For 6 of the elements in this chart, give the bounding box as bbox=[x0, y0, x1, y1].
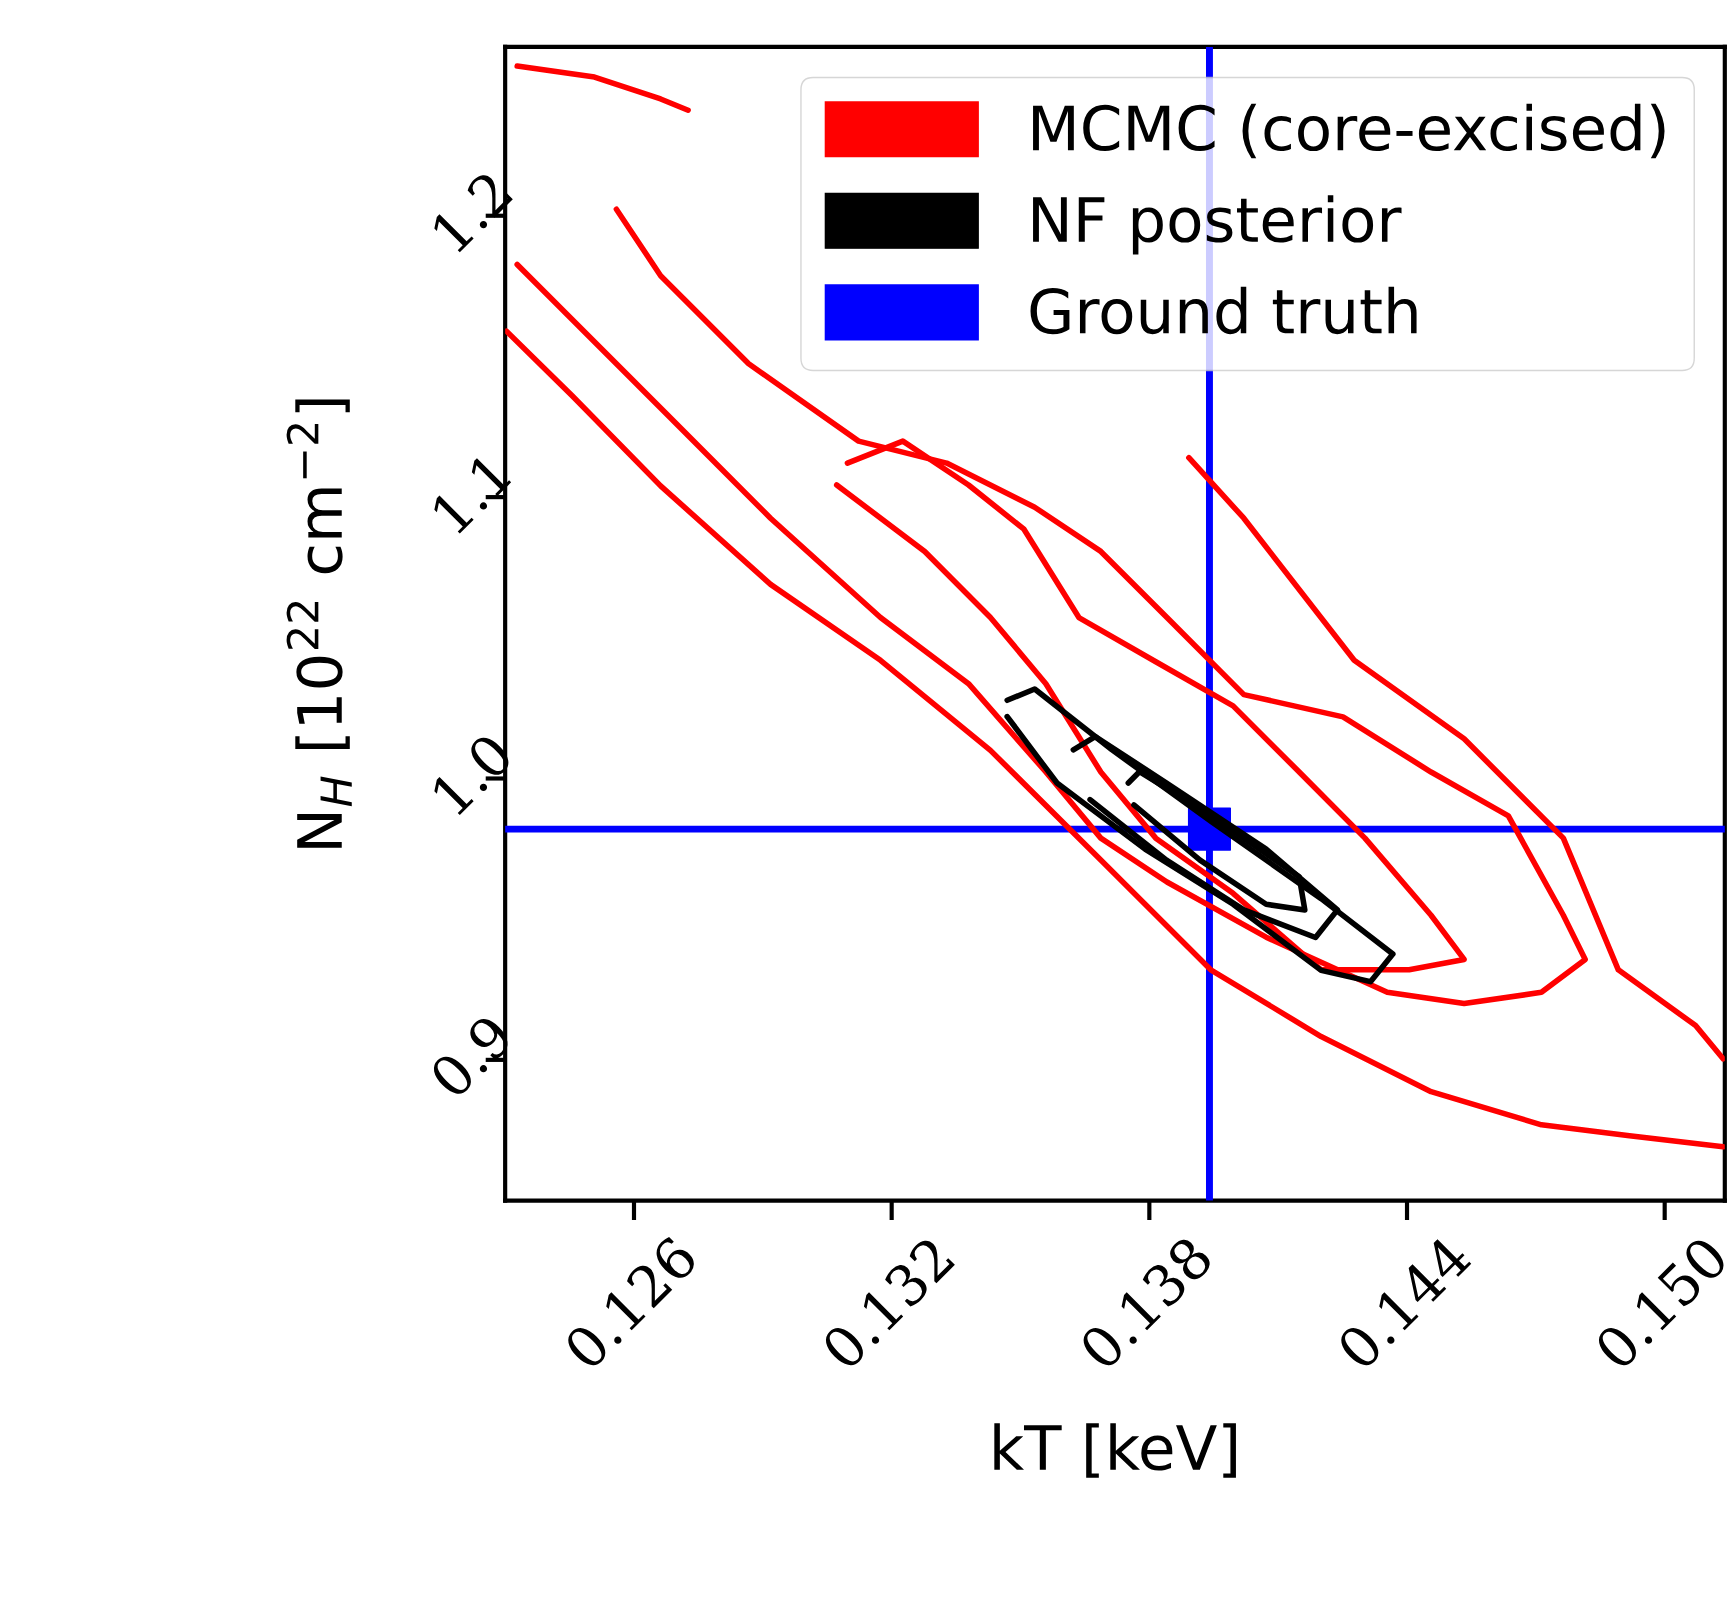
y-axis-title: N$_{H}$ [10$^{22}$ cm$^{−2}$] bbox=[286, 399, 352, 848]
y-tick-label: 1.1 bbox=[429, 453, 512, 535]
legend-label: Ground truth bbox=[1030, 286, 1417, 335]
x-axis-title: kT [keV] bbox=[994, 1423, 1236, 1478]
legend-label: MCMC (core-excised) bbox=[1033, 103, 1665, 159]
legend-label: NF posterior bbox=[1033, 195, 1402, 255]
